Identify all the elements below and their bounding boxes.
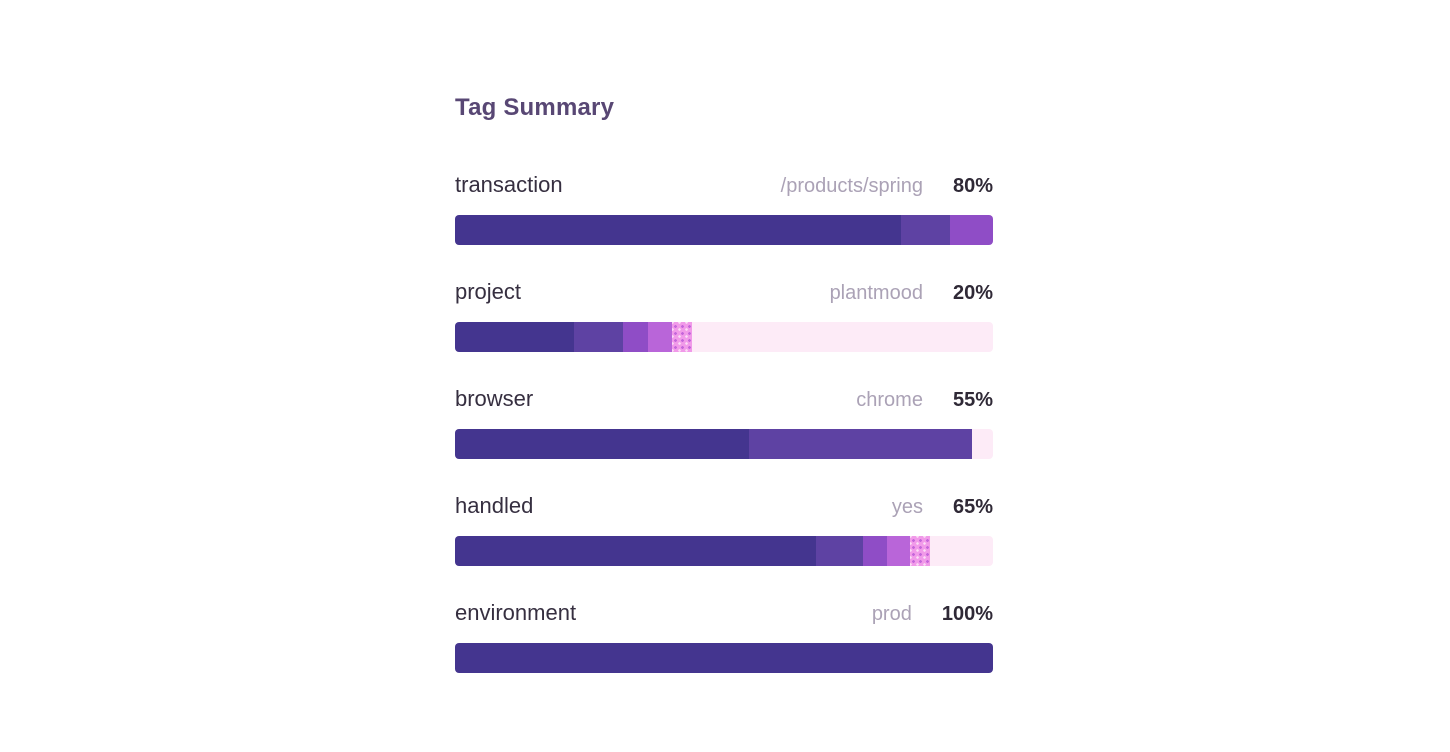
tag-top-value: prod: [871, 603, 912, 625]
tag-row-header: environment prod 100%: [455, 599, 993, 628]
tag-key-label: project: [455, 279, 522, 304]
tag-top-value: chrome: [856, 389, 923, 411]
tag-top-value: /products/spring: [780, 175, 923, 197]
panel-title: Tag Summary: [455, 94, 615, 121]
bar-segment-other-dotted[interactable]: [910, 536, 930, 566]
tag-row: handled yes 65%: [455, 492, 993, 566]
bar-segment[interactable]: [455, 429, 749, 459]
bar-segment-other-dotted[interactable]: [671, 322, 692, 352]
bar-segment[interactable]: [455, 322, 574, 352]
bar-segment[interactable]: [862, 536, 887, 566]
tag-percentage: 80%: [952, 175, 993, 197]
tag-distribution-bar[interactable]: [455, 215, 993, 245]
bar-segment[interactable]: [622, 322, 648, 352]
tag-row: transaction /products/spring 80%: [455, 171, 993, 245]
tag-distribution-bar[interactable]: [455, 536, 993, 566]
tag-distribution-bar[interactable]: [455, 643, 993, 673]
tag-percentage: 20%: [952, 282, 993, 304]
tag-percentage: 100%: [941, 603, 993, 625]
tag-top-value: yes: [891, 496, 923, 518]
tag-row: browser chrome 55%: [455, 385, 993, 459]
tag-row-header: handled yes 65%: [455, 492, 993, 521]
tag-row: environment prod 100%: [455, 599, 993, 673]
bar-segment[interactable]: [901, 215, 950, 245]
tag-row-header: browser chrome 55%: [455, 385, 993, 414]
bar-segment[interactable]: [815, 536, 863, 566]
tag-key-label: environment: [455, 600, 577, 625]
tag-row: project plantmood 20%: [455, 278, 993, 352]
bar-segment[interactable]: [455, 536, 816, 566]
bar-segment[interactable]: [647, 322, 672, 352]
tag-row-header: transaction /products/spring 80%: [455, 171, 993, 200]
bar-segment[interactable]: [455, 643, 993, 673]
tag-key-label: transaction: [455, 172, 563, 197]
tag-top-value: plantmood: [829, 282, 923, 304]
bar-segment[interactable]: [455, 215, 901, 245]
tag-key-label: browser: [455, 386, 534, 411]
bar-segment[interactable]: [949, 215, 993, 245]
tag-percentage: 55%: [952, 389, 993, 411]
bar-segment[interactable]: [748, 429, 972, 459]
bar-segment[interactable]: [573, 322, 623, 352]
tag-distribution-bar[interactable]: [455, 322, 993, 352]
tag-summary-panel: Tag Summary transaction /products/spring…: [455, 94, 993, 673]
tag-percentage: 65%: [952, 496, 993, 518]
tag-row-header: project plantmood 20%: [455, 278, 993, 307]
tag-distribution-bar[interactable]: [455, 429, 993, 459]
tag-key-label: handled: [455, 493, 534, 518]
bar-segment[interactable]: [886, 536, 911, 566]
tag-rows-container: transaction /products/spring 80% project…: [455, 171, 993, 673]
